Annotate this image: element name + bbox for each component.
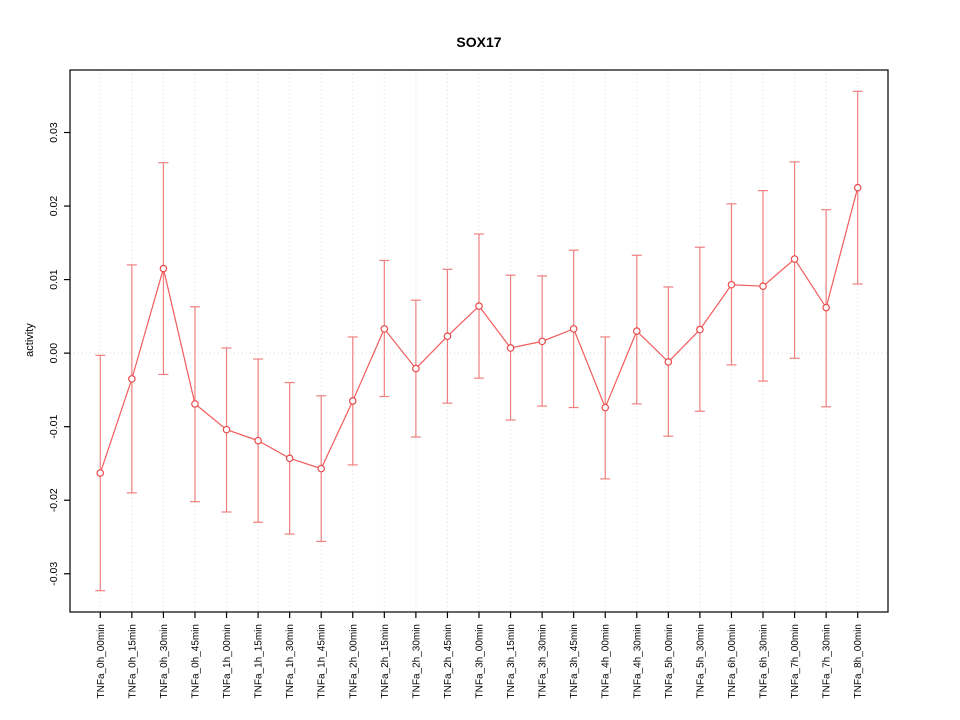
x-tick-label: TNFa_6h_30min — [759, 624, 770, 698]
data-point — [254, 436, 262, 445]
data-point — [348, 397, 357, 405]
y-tick-label: -0.02 — [48, 488, 60, 512]
x-tick-label: TNFa_0h_45min — [190, 624, 201, 698]
data-point — [727, 280, 736, 289]
x-tick-label: TNFa_1h_15min — [254, 624, 265, 698]
data-point — [664, 358, 673, 366]
data-point — [128, 375, 136, 383]
x-tick-label: TNFa_4h_00min — [601, 624, 612, 698]
x-tick-label: TNFa_5h_00min — [664, 624, 675, 698]
data-point — [538, 337, 546, 346]
data-point — [475, 302, 483, 310]
x-tick-label: TNFa_0h_15min — [127, 624, 138, 698]
x-tick-label: TNFa_1h_00min — [222, 624, 233, 698]
data-point — [380, 325, 389, 333]
data-point — [412, 364, 420, 373]
data-point — [191, 400, 199, 408]
x-tick-label: TNFa_6h_00min — [727, 624, 738, 698]
data-point — [696, 325, 704, 334]
x-tick-label: TNFa_3h_45min — [569, 624, 580, 698]
data-point — [317, 464, 326, 473]
data-point — [222, 425, 231, 434]
x-tick-label: TNFa_1h_45min — [317, 624, 328, 698]
data-point — [443, 332, 452, 341]
y-tick-label: -0.01 — [48, 415, 60, 439]
x-tick-label: TNFa_2h_15min — [380, 624, 391, 698]
data-point — [632, 327, 641, 335]
y-tick-label: 0.02 — [48, 196, 60, 217]
y-tick-label: 0.03 — [48, 122, 60, 143]
data-point — [759, 282, 767, 291]
data-point — [601, 403, 610, 412]
data-point — [506, 344, 515, 352]
x-tick-label: TNFa_0h_30min — [159, 624, 170, 698]
x-tick-label: TNFa_8h_00min — [853, 624, 864, 698]
x-tick-label: TNFa_2h_45min — [443, 624, 454, 698]
data-point — [285, 454, 294, 463]
y-tick-label: -0.03 — [48, 562, 60, 586]
x-tick-label: TNFa_4h_30min — [632, 624, 643, 698]
data-point — [790, 255, 799, 263]
x-tick-label: TNFa_2h_00min — [348, 624, 359, 698]
data-point — [569, 325, 578, 333]
y-tick-label: 0.00 — [48, 343, 60, 364]
chart-title: SOX17 — [456, 34, 502, 50]
x-tick-label: TNFa_5h_30min — [695, 624, 706, 698]
data-point — [822, 303, 830, 312]
x-tick-label: TNFa_7h_30min — [822, 624, 833, 698]
x-tick-label: TNFa_3h_00min — [475, 624, 486, 698]
data-point — [159, 264, 168, 273]
x-tick-label: TNFa_3h_30min — [538, 624, 549, 698]
data-point — [853, 183, 862, 192]
data-point — [96, 469, 105, 477]
x-tick-label: TNFa_3h_15min — [506, 624, 517, 698]
x-tick-label: TNFa_7h_00min — [790, 624, 801, 698]
x-tick-label: TNFa_1h_30min — [285, 624, 296, 698]
x-tick-label: TNFa_2h_30min — [411, 624, 422, 698]
x-tick-label: TNFa_0h_00min — [96, 624, 107, 698]
y-tick-label: 0.01 — [48, 269, 60, 290]
